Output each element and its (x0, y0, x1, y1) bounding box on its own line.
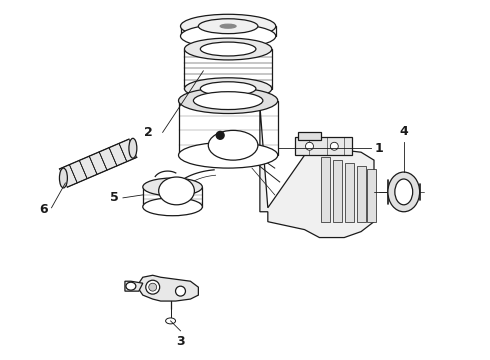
Polygon shape (59, 165, 77, 187)
Ellipse shape (330, 142, 338, 150)
Polygon shape (139, 275, 198, 301)
Polygon shape (89, 152, 107, 174)
Bar (345, 163, 354, 222)
Polygon shape (297, 132, 321, 140)
Ellipse shape (216, 131, 224, 139)
Ellipse shape (129, 138, 137, 158)
Text: 5: 5 (110, 192, 119, 204)
Ellipse shape (184, 38, 272, 60)
Ellipse shape (200, 82, 256, 96)
Text: 3: 3 (176, 335, 185, 348)
Ellipse shape (143, 178, 202, 196)
Ellipse shape (175, 286, 185, 296)
Ellipse shape (194, 92, 263, 109)
Bar (357, 166, 366, 222)
Ellipse shape (388, 172, 419, 212)
Ellipse shape (143, 198, 202, 216)
Ellipse shape (149, 283, 157, 291)
Polygon shape (109, 143, 127, 166)
Bar (321, 157, 330, 222)
Ellipse shape (166, 318, 175, 324)
Ellipse shape (59, 168, 68, 188)
Bar (333, 160, 342, 222)
Ellipse shape (200, 42, 256, 56)
Ellipse shape (395, 179, 413, 205)
Ellipse shape (208, 130, 258, 160)
Ellipse shape (198, 19, 258, 33)
Ellipse shape (220, 24, 236, 28)
Ellipse shape (146, 280, 160, 294)
Bar (294, 137, 352, 155)
Text: 1: 1 (375, 142, 384, 155)
Ellipse shape (306, 142, 314, 150)
Polygon shape (260, 105, 374, 238)
Ellipse shape (180, 24, 276, 48)
Polygon shape (79, 156, 97, 179)
Polygon shape (99, 148, 117, 170)
Text: 2: 2 (144, 126, 153, 139)
Polygon shape (70, 161, 87, 183)
Ellipse shape (180, 14, 276, 38)
Text: 6: 6 (39, 203, 48, 216)
Polygon shape (125, 281, 143, 291)
Polygon shape (119, 139, 137, 162)
Ellipse shape (178, 142, 278, 168)
Ellipse shape (178, 88, 278, 113)
Ellipse shape (126, 282, 136, 290)
Bar (367, 169, 376, 222)
Ellipse shape (159, 177, 195, 205)
Text: 4: 4 (399, 125, 408, 138)
Ellipse shape (184, 78, 272, 100)
